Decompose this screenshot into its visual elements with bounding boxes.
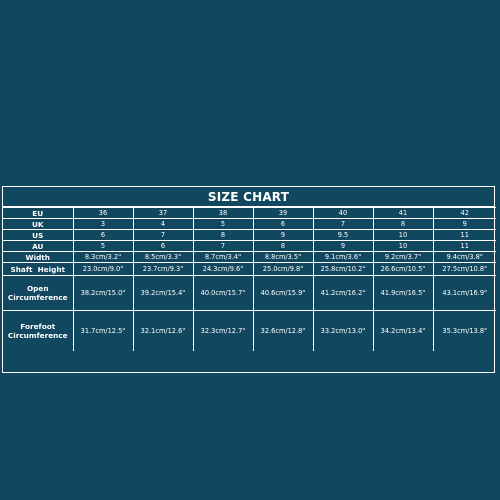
table-row-forefoot-circumference: Forefoot Circumference 31.7cm/12.5" 32.1…	[3, 310, 496, 351]
table-cell: 43.1cm/16.9"	[432, 275, 496, 311]
table-row-shaft-height: Shaft Height 23.0cm/9.0" 23.7cm/9.3" 24.…	[3, 262, 496, 276]
table-cell: 8.5cm/3.3"	[132, 251, 194, 263]
table-cell: 33.2cm/13.0"	[312, 310, 374, 351]
table-cell: 7	[132, 229, 194, 241]
table-cell: 40.6cm/15.9"	[252, 275, 314, 311]
table-cell: 23.7cm/9.3"	[132, 262, 194, 276]
row-label: AU	[3, 240, 74, 252]
table-cell: 41	[372, 207, 434, 219]
table-cell: 39.2cm/15.4"	[132, 275, 194, 311]
size-chart-table: EU 36 37 38 39 40 41 42 UK 3 4 5 6 7 8 9…	[3, 207, 496, 351]
table-cell: 8.8cm/3.5"	[252, 251, 314, 263]
table-cell: 41.9cm/16.5"	[372, 275, 434, 311]
table-cell: 9	[312, 240, 374, 252]
table-cell: 9.2cm/3.7"	[372, 251, 434, 263]
table-cell: 9.4cm/3.8"	[432, 251, 496, 263]
table-cell: 7	[192, 240, 254, 252]
table-cell: 26.6cm/10.5"	[372, 262, 434, 276]
table-row-open-circumference: Open Circumference 38.2cm/15.0" 39.2cm/1…	[3, 275, 496, 311]
row-label: Open Circumference	[3, 275, 74, 311]
table-cell: 10	[372, 240, 434, 252]
table-cell: 40.0cm/15.7"	[192, 275, 254, 311]
table-cell: 36	[72, 207, 134, 219]
table-cell: 9	[252, 229, 314, 241]
table-row-au: AU 5 6 7 8 9 10 11	[3, 240, 496, 252]
table-row-width: Width 8.3cm/3.2" 8.5cm/3.3" 8.7cm/3.4" 8…	[3, 251, 496, 263]
table-cell: 41.2cm/16.2"	[312, 275, 374, 311]
size-chart: SIZE CHART EU 36 37 38 39 40 41 42	[2, 186, 496, 373]
table-cell: 25.0cm/9.8"	[252, 262, 314, 276]
table-row-eu: EU 36 37 38 39 40 41 42	[3, 207, 496, 219]
table-cell: 34.2cm/13.4"	[372, 310, 434, 351]
row-label-line: Open	[26, 284, 49, 293]
table-cell: 23.0cm/9.0"	[72, 262, 134, 276]
table-cell: 9.5	[312, 229, 374, 241]
table-cell: 11	[432, 229, 496, 241]
table-cell: 5	[192, 218, 254, 230]
row-label: UK	[3, 218, 74, 230]
table-cell: 8.3cm/3.2"	[72, 251, 134, 263]
table-cell: 9.1cm/3.6"	[312, 251, 374, 263]
table-cell: 39	[252, 207, 314, 219]
table-cell: 38	[192, 207, 254, 219]
table-cell: 24.3cm/9.6"	[192, 262, 254, 276]
table-cell: 38.2cm/15.0"	[72, 275, 134, 311]
table-row-uk: UK 3 4 5 6 7 8 9	[3, 218, 496, 230]
table-cell: 7	[312, 218, 374, 230]
row-label: Shaft Height	[3, 262, 74, 276]
table-cell: 37	[132, 207, 194, 219]
row-label: Forefoot Circumference	[3, 310, 74, 351]
table-row-us: US 6 7 8 9 9.5 10 11	[3, 229, 496, 241]
table-cell: 25.8cm/10.2"	[312, 262, 374, 276]
table-cell: 4	[132, 218, 194, 230]
table-cell: 32.1cm/12.6"	[132, 310, 194, 351]
table-cell: 35.3cm/13.8"	[432, 310, 496, 351]
row-label-line: Circumference	[7, 293, 68, 302]
table-cell: 6	[72, 229, 134, 241]
table-cell: 5	[72, 240, 134, 252]
table-cell: 8.7cm/3.4"	[192, 251, 254, 263]
row-label-line: Circumference	[7, 331, 68, 340]
table-cell: 42	[432, 207, 496, 219]
row-label: Width	[3, 251, 74, 263]
table-cell: 40	[312, 207, 374, 219]
table-cell: 3	[72, 218, 134, 230]
table-cell: 8	[252, 240, 314, 252]
table-cell: 27.5cm/10.8"	[432, 262, 496, 276]
row-label: EU	[3, 207, 74, 219]
table-cell: 32.3cm/12.7"	[192, 310, 254, 351]
row-label: US	[3, 229, 74, 241]
size-chart-title: SIZE CHART	[3, 187, 494, 207]
table-cell: 10	[372, 229, 434, 241]
table-cell: 6	[252, 218, 314, 230]
table-cell: 8	[192, 229, 254, 241]
table-cell: 9	[432, 218, 496, 230]
table-cell: 11	[432, 240, 496, 252]
table-cell: 6	[132, 240, 194, 252]
table-cell: 32.6cm/12.8"	[252, 310, 314, 351]
row-label-line: Forefoot	[20, 322, 56, 331]
table-cell: 31.7cm/12.5"	[72, 310, 134, 351]
table-cell: 8	[372, 218, 434, 230]
